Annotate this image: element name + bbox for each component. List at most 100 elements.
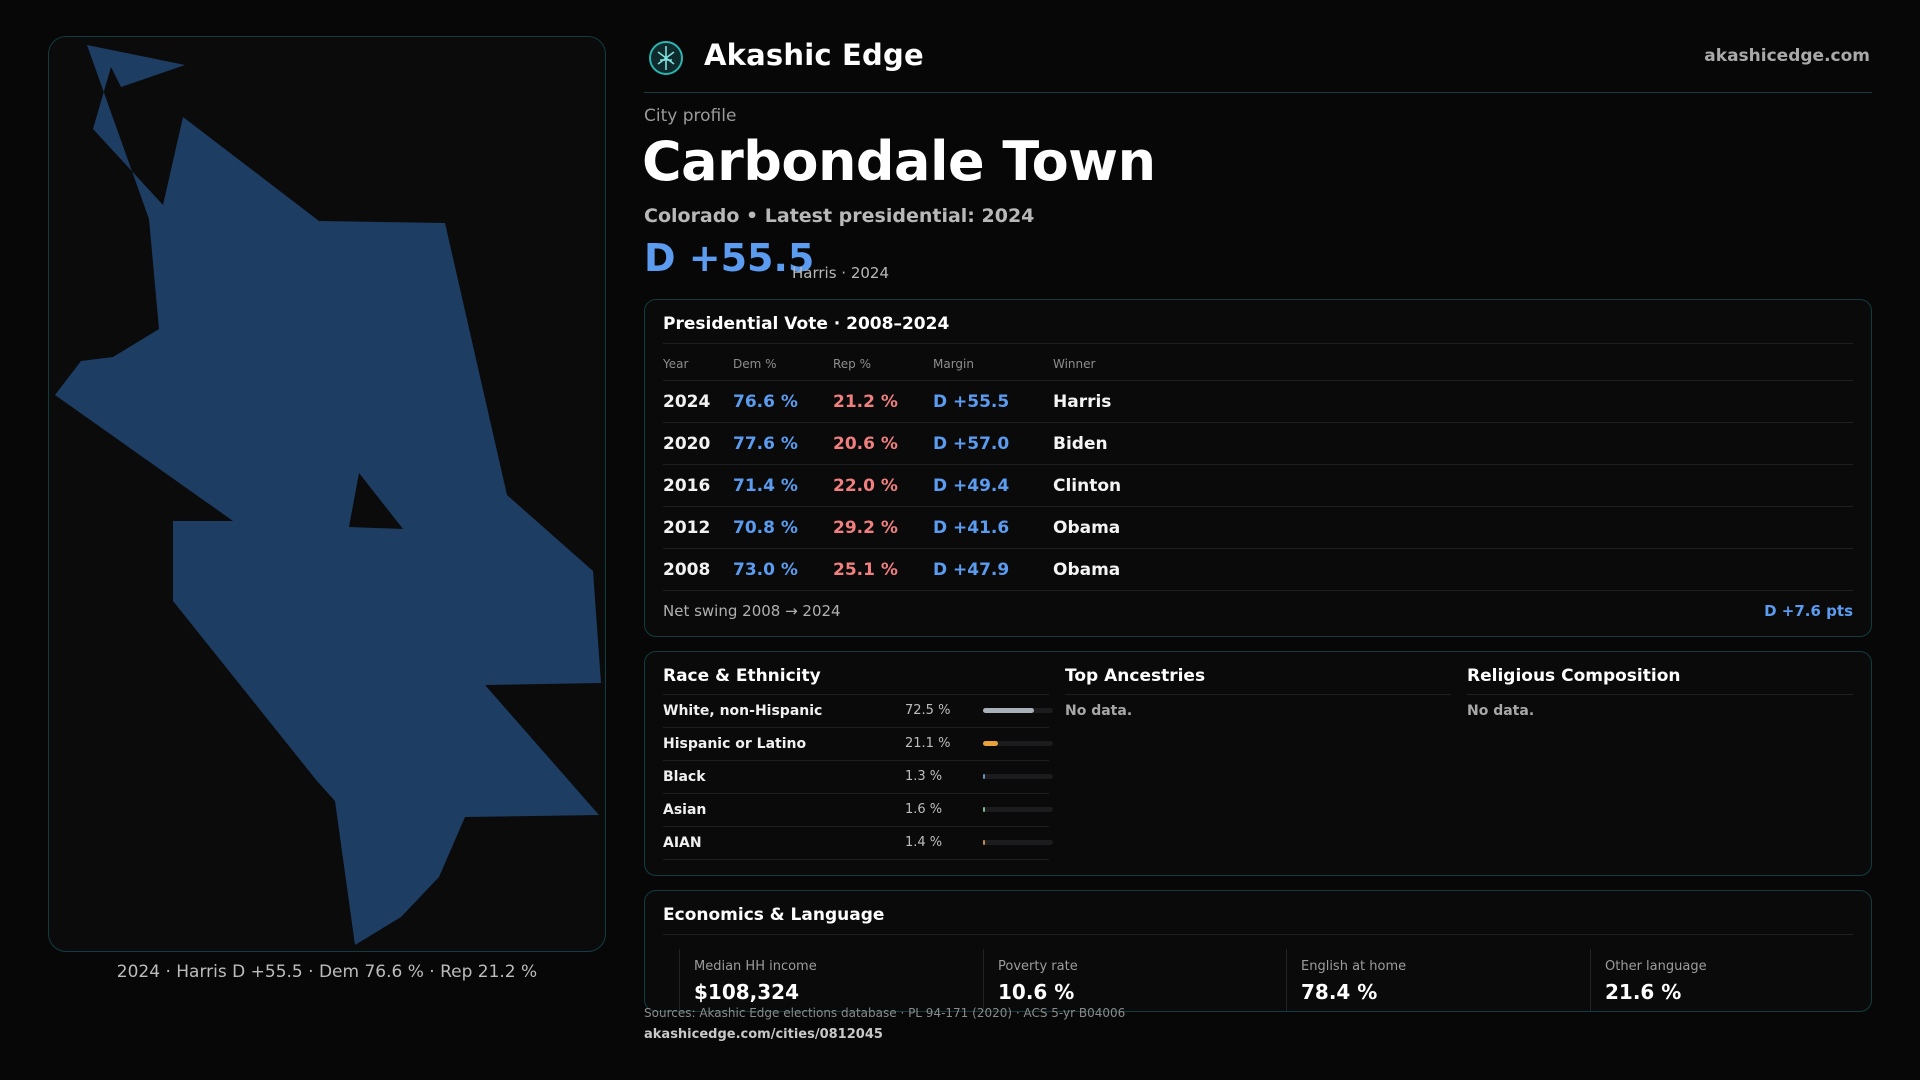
column-header-year: Year xyxy=(663,348,733,381)
site-header: Akashic Edge akashicedge.com xyxy=(644,36,1872,93)
metric-other-language: Other language 21.6 % xyxy=(1590,949,1870,1011)
rep-pct-cell: 22.0 % xyxy=(833,464,933,507)
year-cell: 2020 xyxy=(663,422,733,465)
year-cell: 2024 xyxy=(663,380,733,423)
table-row: 2008 73.0 % 25.1 % D +47.9 Obama xyxy=(663,548,1853,591)
rep-pct-cell: 20.6 % xyxy=(833,422,933,465)
race-share-fill xyxy=(983,741,998,746)
margin-cell: D +49.4 xyxy=(933,464,1053,507)
page-subtitle: Colorado • Latest presidential: 2024 xyxy=(644,205,1035,227)
page-title: Carbondale Town xyxy=(642,130,1156,193)
race-row: AIAN 1.4 % xyxy=(663,827,1053,860)
permalink[interactable]: akashicedge.com/cities/0812045 xyxy=(644,1027,883,1042)
race-share-bar xyxy=(983,741,1053,746)
race-row: Hispanic or Latino 21.1 % xyxy=(663,728,1053,761)
metric-value: 21.6 % xyxy=(1605,980,1682,1004)
dem-pct-cell: 70.8 % xyxy=(733,506,833,549)
column-header-margin: Margin xyxy=(933,348,1053,381)
table-header-row: Year Dem % Rep % Margin Winner xyxy=(663,348,1853,381)
rep-pct-cell: 25.1 % xyxy=(833,548,933,591)
presidential-vote-card: Presidential Vote · 2008–2024 Year Dem %… xyxy=(644,299,1872,637)
headline-margin: D +55.5 xyxy=(644,236,815,280)
metric-poverty-rate: Poverty rate 10.6 % xyxy=(983,949,1263,1011)
column-header-rep: Rep % xyxy=(833,348,933,381)
religion-empty-text: No data. xyxy=(1467,703,1535,719)
rep-pct-cell: 21.2 % xyxy=(833,380,933,423)
race-row: White, non-Hispanic 72.5 % xyxy=(663,695,1053,728)
race-label: White, non-Hispanic xyxy=(663,703,823,719)
site-link[interactable]: akashicedge.com xyxy=(1704,46,1870,66)
page-kicker: City profile xyxy=(644,106,737,126)
ancestries-section: Top Ancestries No data. xyxy=(1065,666,1451,719)
vote-card-title: Presidential Vote · 2008–2024 xyxy=(663,314,950,334)
column-header-dem: Dem % xyxy=(733,348,833,381)
religion-section-title: Religious Composition xyxy=(1467,666,1853,695)
headline-winner: Harris · 2024 xyxy=(792,264,890,282)
dem-pct-cell: 76.6 % xyxy=(733,380,833,423)
year-cell: 2016 xyxy=(663,464,733,507)
net-swing-label: Net swing 2008 → 2024 xyxy=(663,602,841,620)
race-share-bar xyxy=(983,774,1053,779)
winner-cell: Obama xyxy=(1053,548,1853,591)
margin-cell: D +47.9 xyxy=(933,548,1053,591)
city-boundary-map xyxy=(48,36,606,952)
tree-of-life-icon[interactable] xyxy=(648,40,684,76)
race-percent: 1.6 % xyxy=(905,802,943,817)
race-percent: 1.4 % xyxy=(905,835,943,850)
race-row: Black 1.3 % xyxy=(663,761,1053,794)
winner-cell: Clinton xyxy=(1053,464,1853,507)
divider xyxy=(663,343,1853,344)
ancestries-empty-text: No data. xyxy=(1065,703,1133,719)
divider xyxy=(663,934,1853,935)
race-share-bar xyxy=(983,708,1053,713)
year-cell: 2012 xyxy=(663,506,733,549)
race-ethnicity-section: Race & Ethnicity White, non-Hispanic 72.5… xyxy=(663,666,1053,860)
metric-value: 78.4 % xyxy=(1301,980,1378,1004)
race-percent: 21.1 % xyxy=(905,736,951,751)
race-share-fill xyxy=(983,807,985,812)
race-label: AIAN xyxy=(663,835,702,851)
economics-section-title: Economics & Language xyxy=(663,905,885,925)
metric-median-income: Median HH income $108,324 xyxy=(679,949,959,1011)
race-label: Black xyxy=(663,769,706,785)
dem-pct-cell: 73.0 % xyxy=(733,548,833,591)
net-swing-value: D +7.6 pts xyxy=(1764,602,1853,620)
table-row: 2012 70.8 % 29.2 % D +41.6 Obama xyxy=(663,506,1853,549)
vote-table: Year Dem % Rep % Margin Winner 2024 76.6… xyxy=(663,348,1853,591)
race-label: Hispanic or Latino xyxy=(663,736,807,752)
race-percent: 1.3 % xyxy=(905,769,943,784)
metric-english-at-home: English at home 78.4 % xyxy=(1286,949,1566,1011)
dem-pct-cell: 77.6 % xyxy=(733,422,833,465)
sources-note: Sources: Akashic Edge elections database… xyxy=(644,1006,1126,1020)
metric-value: $108,324 xyxy=(694,980,800,1004)
margin-cell: D +57.0 xyxy=(933,422,1053,465)
race-share-bar xyxy=(983,807,1053,812)
race-share-fill xyxy=(983,774,985,779)
column-header-winner: Winner xyxy=(1053,348,1853,381)
race-share-fill xyxy=(983,840,985,845)
race-share-bar xyxy=(983,840,1053,845)
year-cell: 2008 xyxy=(663,548,733,591)
table-row: 2016 71.4 % 22.0 % D +49.4 Clinton xyxy=(663,464,1853,507)
metric-label: Poverty rate xyxy=(998,959,1078,974)
race-list: White, non-Hispanic 72.5 % Hispanic or Lat… xyxy=(663,695,1053,860)
margin-cell: D +41.6 xyxy=(933,506,1053,549)
metric-label: English at home xyxy=(1301,959,1407,974)
metric-label: Median HH income xyxy=(694,959,817,974)
brand-name[interactable]: Akashic Edge xyxy=(704,38,924,72)
winner-cell: Biden xyxy=(1053,422,1853,465)
ancestries-section-title: Top Ancestries xyxy=(1065,666,1451,695)
margin-cell: D +55.5 xyxy=(933,380,1053,423)
race-section-title: Race & Ethnicity xyxy=(663,666,1049,695)
religion-section: Religious Composition No data. xyxy=(1467,666,1853,719)
metric-label: Other language xyxy=(1605,959,1707,974)
race-row: Asian 1.6 % xyxy=(663,794,1053,827)
city-boundary-shape xyxy=(55,45,601,945)
map-caption: 2024 · Harris D +55.5 · Dem 76.6 % · Rep… xyxy=(116,962,538,982)
dem-pct-cell: 71.4 % xyxy=(733,464,833,507)
economics-card: Economics & Language Median HH income $1… xyxy=(644,890,1872,1012)
table-row: 2024 76.6 % 21.2 % D +55.5 Harris xyxy=(663,380,1853,423)
demographics-card: Race & Ethnicity White, non-Hispanic 72.5… xyxy=(644,651,1872,876)
metric-value: 10.6 % xyxy=(998,980,1075,1004)
table-row: 2020 77.6 % 20.6 % D +57.0 Biden xyxy=(663,422,1853,465)
